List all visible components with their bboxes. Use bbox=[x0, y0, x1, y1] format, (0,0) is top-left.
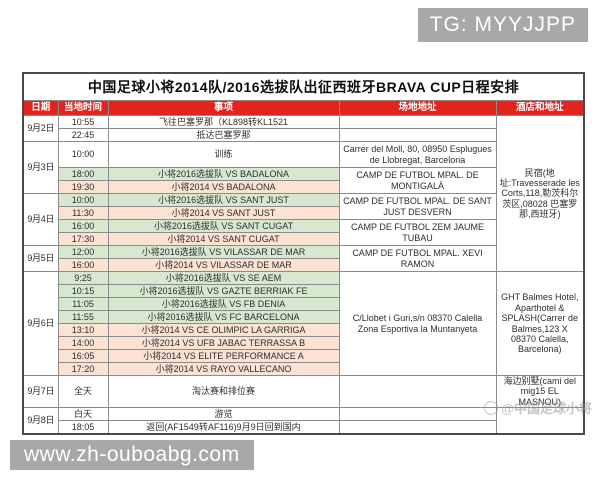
time-cell: 18:05 bbox=[57, 420, 109, 435]
event-cell: 游览 bbox=[107, 407, 340, 422]
event-cell: 小将2016选拔队 VS SANT CUGAT bbox=[107, 219, 340, 233]
time-cell: 9:25 bbox=[57, 271, 109, 285]
venue-cell bbox=[338, 407, 497, 422]
event-cell: 小将2016选拔队 VS FB DENIA bbox=[107, 297, 340, 311]
time-cell: 17:30 bbox=[57, 232, 109, 246]
time-cell: 10:15 bbox=[57, 284, 109, 298]
venue-cell: Carrer del Moll, 80, 08950 Esplugues de … bbox=[338, 141, 497, 168]
event-cell: 飞往巴塞罗那（KL898转KL1521 bbox=[107, 115, 340, 129]
time-cell: 17:20 bbox=[57, 362, 109, 376]
hotel-cell: 海边别墅(cami del mig15 EL MASNOU) bbox=[495, 374, 585, 409]
schedule-row: 9月5日 12:00 小将2016选拔队 VS VILASSAR DE MAR CAM… bbox=[22, 245, 584, 272]
time-cell: 16:00 bbox=[57, 258, 109, 272]
date-cell: 9月5日 bbox=[22, 245, 59, 272]
event-cell: 小将2014 VS RAYO VALLECANO bbox=[107, 362, 340, 376]
time-cell: 全天 bbox=[57, 374, 109, 409]
event-cell: 返回(AF1549转AF116)9月9日回到国内 bbox=[107, 420, 340, 435]
page-title: 中国足球小将2014队/2016选拔队出征西班牙BRAVA CUP日程安排 bbox=[22, 72, 585, 101]
venue-cell: C/Llobet i Guri,s/n 08370 Calella Zona E… bbox=[338, 271, 497, 376]
hotel-cell: 民宿(地址:Travesserade les Corts,118,勒茨科尔茨区,… bbox=[495, 115, 585, 272]
event-cell: 淘汰赛和排位赛 bbox=[107, 374, 340, 409]
schedule-row: 11:30 小将2014 VS SANT JUST bbox=[23, 206, 584, 220]
event-cell: 小将2014 VS SANT JUST bbox=[107, 206, 340, 220]
hotel-cell: GHT Balmes Hotel, Aparthotel & SPLASH(Ca… bbox=[495, 271, 585, 376]
venue-cell: CAMP DE FUTBOL MPAL. DE SANT JUST DESVER… bbox=[338, 193, 497, 220]
header-cell-date: 日期 bbox=[22, 100, 59, 116]
time-cell: 11:55 bbox=[57, 310, 109, 324]
date-cell: 9月3日 bbox=[22, 141, 59, 194]
event-cell: 小将2016选拔队 VS GAZTE BERRIAK FE bbox=[107, 284, 340, 298]
event-cell: 抵达巴塞罗那 bbox=[107, 128, 340, 142]
venue-cell bbox=[338, 115, 497, 129]
time-cell: 18:00 bbox=[57, 167, 109, 181]
venue-cell bbox=[338, 374, 497, 409]
event-cell: 小将2016选拔队 VS SANT JUST bbox=[107, 193, 340, 207]
schedule-row: 9月7日 全天 淘汰赛和排位赛 海边别墅(cami del mig15 EL MASN… bbox=[22, 374, 585, 409]
telegram-watermark: TG: MYYJJPP bbox=[417, 8, 588, 42]
event-cell: 训练 bbox=[107, 141, 340, 168]
schedule-row: 11:55 小将2016选拔队 VS FC BARCELONA bbox=[23, 310, 584, 324]
time-cell: 10:00 bbox=[57, 193, 109, 207]
venue-cell bbox=[338, 420, 497, 435]
event-cell: 小将2016选拔队 VS FC BARCELONA bbox=[107, 310, 340, 324]
event-cell: 小将2014 VS UFB JABAC TERRASSA B bbox=[107, 336, 340, 350]
time-cell: 22:45 bbox=[57, 128, 109, 142]
event-cell: 小将2016选拔队 VS BADALONA bbox=[107, 167, 340, 181]
header-cell-venue: 场地地址 bbox=[338, 100, 497, 116]
date-cell: 9月7日 bbox=[22, 374, 59, 409]
schedule-row: 17:30 小将2014 VS SANT CUGAT bbox=[23, 232, 584, 246]
time-cell: 13:10 bbox=[57, 323, 109, 337]
time-cell: 19:30 bbox=[57, 180, 109, 194]
schedule-row: 13:10 小将2014 VS CE OLIMPIC LA GARRIGA bbox=[23, 323, 584, 337]
venue-cell bbox=[338, 128, 497, 142]
schedule-row: 9月4日 10:00 小将2016选拔队 VS SANT JUST CAMP DE F… bbox=[22, 193, 584, 246]
event-cell: 小将2016选拔队 VS VILASSAR DE MAR bbox=[107, 245, 340, 259]
schedule-table: 中国足球小将2014队/2016选拔队出征西班牙BRAVA CUP日程安排 日期… bbox=[22, 72, 586, 435]
date-cell: 9月4日 bbox=[22, 193, 59, 246]
date-cell: 9月6日 bbox=[22, 271, 59, 376]
site-watermark: www.zh-ouboabg.com bbox=[10, 440, 254, 470]
time-cell: 10:55 bbox=[57, 115, 109, 129]
table-title-row: 中国足球小将2014队/2016选拔队出征西班牙BRAVA CUP日程安排 bbox=[22, 72, 585, 101]
time-cell: 白天 bbox=[57, 407, 109, 422]
time-cell: 12:00 bbox=[57, 245, 109, 259]
event-cell: 小将2014 VS CE OLIMPIC LA GARRIGA bbox=[107, 323, 340, 337]
schedule-row: 9月2日 10:55 飞往巴塞罗那（KL898转KL1521 民宿(地址:Traves… bbox=[22, 115, 585, 272]
time-cell: 14:00 bbox=[57, 336, 109, 350]
event-cell: 小将2016选拔队 VS SE AEM bbox=[107, 271, 340, 285]
schedule-row: 18:05 返回(AF1549转AF116)9月9日回到国内 bbox=[23, 420, 584, 435]
event-cell: 小将2014 VS BADALONA bbox=[107, 180, 340, 194]
schedule-row: 16:05 小将2014 VS ELITE PERFORMANCE A bbox=[23, 349, 584, 363]
date-cell: 9月8日 bbox=[22, 407, 59, 435]
venue-cell: CAMP DE FUTBOL MPAL. XEVI RAMON bbox=[338, 245, 497, 272]
time-cell: 16:00 bbox=[57, 219, 109, 233]
time-cell: 16:05 bbox=[57, 349, 109, 363]
header-cell-event: 事项 bbox=[107, 100, 340, 116]
event-cell: 小将2014 VS SANT CUGAT bbox=[107, 232, 340, 246]
time-cell: 11:05 bbox=[57, 297, 109, 311]
date-cell: 9月2日 bbox=[22, 115, 59, 142]
time-cell: 11:30 bbox=[57, 206, 109, 220]
table-header-row: 日期 当地时间 事项 场地地址 酒店和地址 bbox=[22, 100, 585, 116]
time-cell: 10:00 bbox=[57, 141, 109, 168]
venue-cell: CAMP DE FUTBOL MPAL. DE MONTIGALÀ bbox=[338, 167, 497, 194]
header-cell-time: 当地时间 bbox=[57, 100, 109, 116]
hotel-cell bbox=[495, 407, 585, 435]
venue-cell: CAMP DE FUTBOL ZEM JAUME TUBAU bbox=[338, 219, 497, 246]
event-cell: 小将2014 VS VILASSAR DE MAR bbox=[107, 258, 340, 272]
schedule-row: 9月6日 9:25 小将2016选拔队 VS SE AEM C/Llobet i Gu… bbox=[22, 271, 585, 376]
header-cell-hotel: 酒店和地址 bbox=[495, 100, 585, 116]
schedule-row: 18:00 小将2016选拔队 VS BADALONA CAMP DE FUTBOL… bbox=[23, 167, 584, 194]
schedule-row: 16:00 小将2014 VS VILASSAR DE MAR bbox=[23, 258, 584, 272]
schedule-row: 9月8日 白天 游览 bbox=[22, 407, 585, 435]
schedule-row: 9月3日 10:00 训练 Carrer del Moll, 80, 08950 Es… bbox=[22, 141, 584, 194]
event-cell: 小将2014 VS ELITE PERFORMANCE A bbox=[107, 349, 340, 363]
